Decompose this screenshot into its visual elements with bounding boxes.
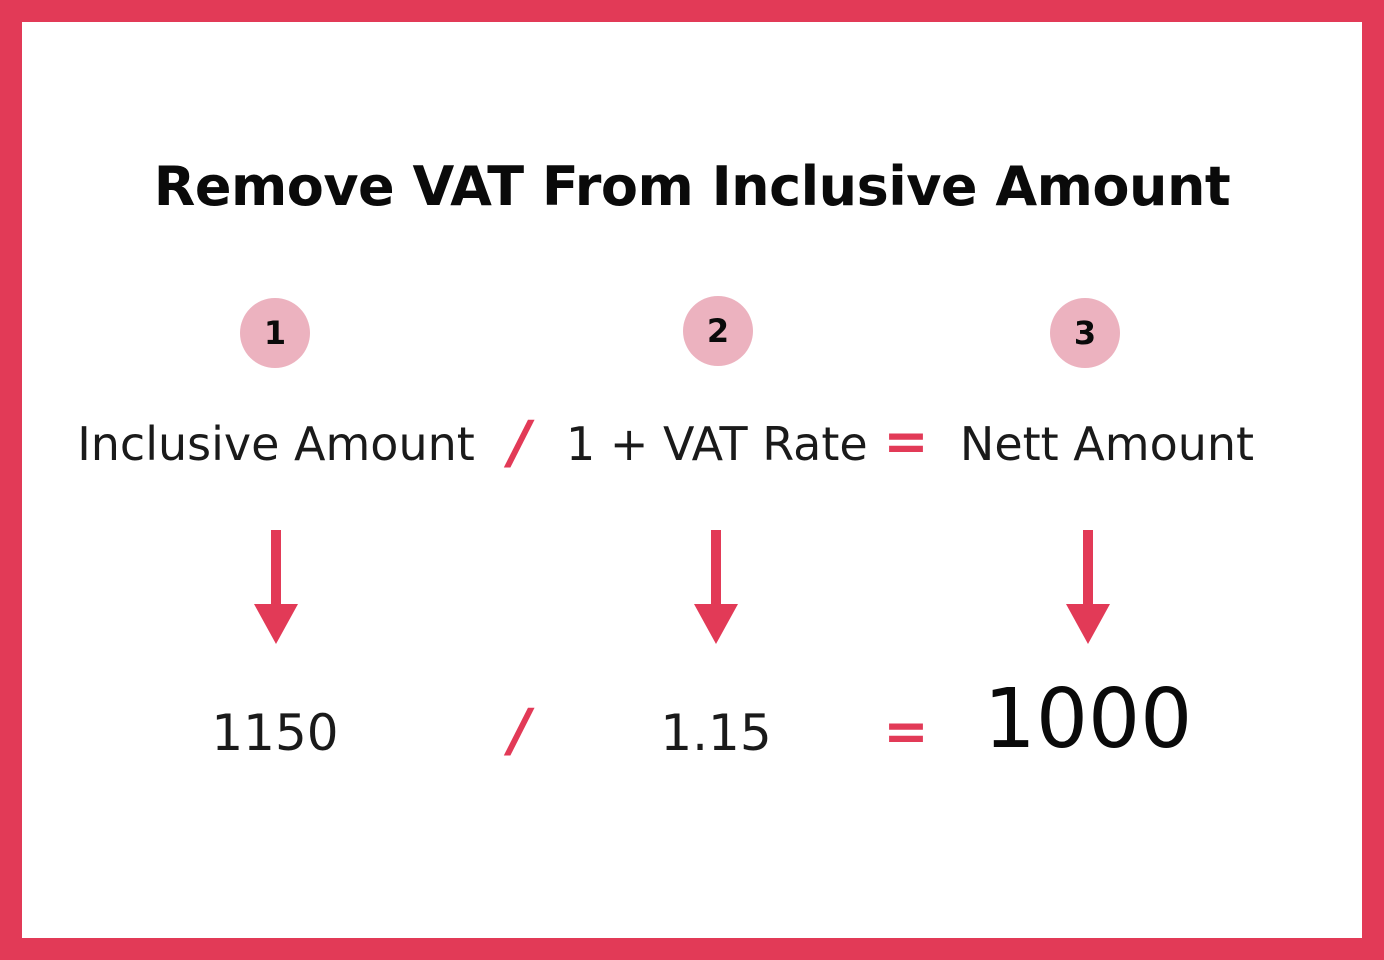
arrow-down-icon: [1066, 530, 1110, 644]
example-divide-operator: /: [509, 696, 531, 764]
step-badge-3: 3: [1050, 298, 1120, 368]
formula-divide-operator: /: [509, 408, 531, 476]
step-badge-2: 2: [683, 296, 753, 366]
example-value-vat-rate: 1.15: [660, 704, 772, 762]
formula-label-inclusive-amount: Inclusive Amount: [77, 417, 475, 471]
formula-label-nett-amount: Nett Amount: [959, 417, 1255, 471]
arrow-down-icon: [254, 530, 298, 644]
step-badge-1: 1: [240, 298, 310, 368]
arrow-down-icon: [694, 530, 738, 644]
example-value-nett-amount: 1000: [983, 672, 1193, 767]
diagram-title: Remove VAT From Inclusive Amount: [153, 155, 1231, 218]
example-equals-operator: =: [883, 700, 929, 763]
example-value-inclusive-amount: 1150: [211, 704, 339, 762]
formula-equals-operator: =: [883, 410, 929, 473]
formula-label-vat-rate: 1 + VAT Rate: [566, 417, 868, 471]
